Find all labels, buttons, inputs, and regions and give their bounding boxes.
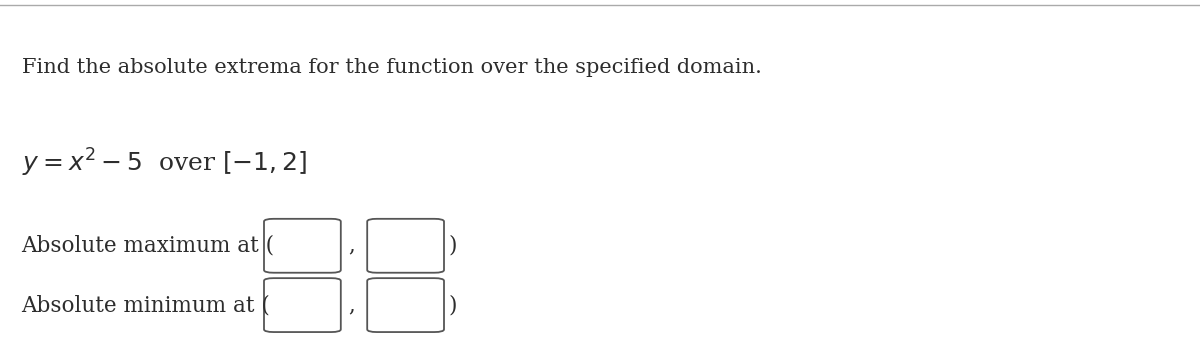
Text: ): )	[449, 235, 457, 257]
FancyBboxPatch shape	[367, 278, 444, 332]
Text: Find the absolute extrema for the function over the specified domain.: Find the absolute extrema for the functi…	[22, 58, 762, 77]
Text: ,: ,	[348, 235, 355, 257]
Text: ): )	[449, 294, 457, 316]
FancyBboxPatch shape	[367, 219, 444, 273]
Text: ,: ,	[348, 294, 355, 316]
Text: Absolute minimum at (: Absolute minimum at (	[22, 294, 270, 316]
Text: Absolute maximum at (: Absolute maximum at (	[22, 235, 275, 257]
FancyBboxPatch shape	[264, 219, 341, 273]
FancyBboxPatch shape	[264, 278, 341, 332]
Text: $y = x^2 - 5$  over $[- 1, 2]$: $y = x^2 - 5$ over $[- 1, 2]$	[22, 147, 307, 179]
